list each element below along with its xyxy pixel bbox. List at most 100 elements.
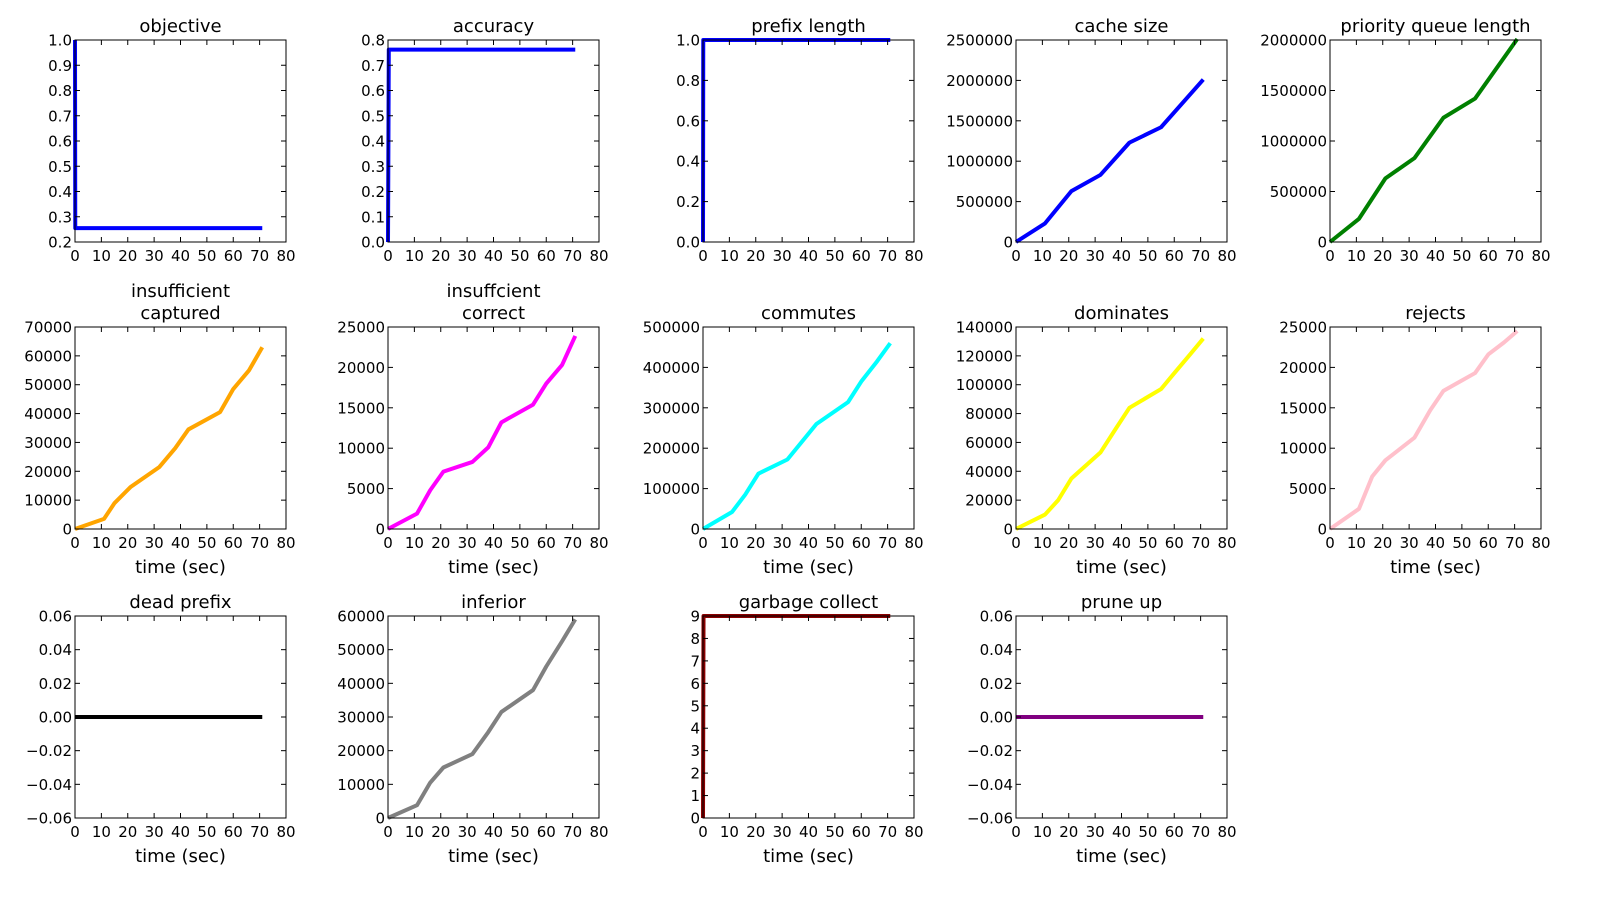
x-tick-label-11-3: 30	[458, 823, 477, 841]
y-tick-label-7-0: 0	[690, 521, 700, 539]
chart-panel-12: 0 10 20 30 40 50 60 70 80 0 1 2 3 4 5 6 7 8 9 garbage colle…	[690, 592, 923, 867]
y-tick-label-3-3: 1500000	[946, 112, 1013, 130]
y-tick-label-13-5: 0.04	[980, 641, 1013, 659]
y-tick-label-0-6: 0.8	[48, 82, 72, 100]
x-tick-label-2-4: 40	[799, 247, 818, 265]
x-tick-label-0-7: 70	[250, 247, 269, 265]
y-tick-label-10-2: −0.02	[26, 742, 72, 760]
y-tick-label-9-4: 20000	[1279, 359, 1327, 377]
axes-frame-1	[387, 39, 600, 243]
x-tick-label-1-3: 30	[458, 247, 477, 265]
y-tick-label-5-1: 10000	[24, 492, 72, 510]
x-tick-label-4-1: 10	[1347, 247, 1366, 265]
y-tick-label-1-6: 0.6	[361, 82, 385, 100]
x-tick-label-11-7: 70	[563, 823, 582, 841]
chart-panel-7: 0 10 20 30 40 50 60 70 80 0 100000 200000 300000 4000…	[643, 303, 924, 578]
x-tick-label-7-8: 80	[904, 534, 923, 552]
x-tick-label-5-7: 70	[250, 534, 269, 552]
x-tick-label-4-2: 20	[1373, 247, 1392, 265]
x-axis-label-12: time (sec)	[763, 846, 854, 867]
panel-title-10: dead prefix	[129, 592, 232, 613]
x-tick-label-2-6: 60	[852, 247, 871, 265]
x-tick-label-13-8: 80	[1217, 823, 1236, 841]
x-tick-label-2-8: 80	[904, 247, 923, 265]
x-tick-label-10-8: 80	[276, 823, 295, 841]
y-tick-label-11-4: 40000	[337, 675, 385, 693]
x-tick-label-6-3: 30	[458, 534, 477, 552]
x-tick-label-6-5: 50	[510, 534, 529, 552]
x-tick-label-11-6: 60	[537, 823, 556, 841]
y-tick-label-0-3: 0.5	[48, 158, 72, 176]
x-tick-label-12-6: 60	[852, 823, 871, 841]
panel-title-2: prefix length	[751, 16, 866, 37]
axes-frame-3	[1015, 39, 1228, 243]
x-tick-label-5-1: 10	[92, 534, 111, 552]
x-tick-label-8-1: 10	[1033, 534, 1052, 552]
x-tick-label-10-1: 10	[92, 823, 111, 841]
x-axis-label-6: time (sec)	[448, 557, 539, 578]
x-tick-label-5-5: 50	[197, 534, 216, 552]
y-tick-label-12-1: 1	[690, 787, 700, 805]
x-tick-label-1-5: 50	[510, 247, 529, 265]
y-tick-label-13-0: −0.06	[967, 810, 1013, 828]
y-tick-label-8-4: 80000	[965, 405, 1013, 423]
x-tick-label-0-3: 30	[145, 247, 164, 265]
x-tick-label-11-5: 50	[510, 823, 529, 841]
y-tick-label-2-5: 1.0	[676, 32, 700, 50]
x-tick-label-9-2: 20	[1373, 534, 1392, 552]
y-tick-label-1-8: 0.8	[361, 32, 385, 50]
y-tick-label-10-1: −0.04	[26, 776, 72, 794]
y-tick-label-10-0: −0.06	[26, 810, 72, 828]
series-line-3	[1014, 78, 1205, 244]
series-line-5	[74, 346, 264, 531]
x-tick-label-13-1: 10	[1033, 823, 1052, 841]
x-tick-label-3-0: 0	[1011, 247, 1021, 265]
x-tick-label-12-4: 40	[799, 823, 818, 841]
x-tick-label-2-5: 50	[825, 247, 844, 265]
x-tick-label-10-0: 0	[70, 823, 80, 841]
x-tick-label-10-4: 40	[171, 823, 190, 841]
y-tick-label-1-4: 0.4	[361, 133, 385, 151]
x-tick-label-11-0: 0	[383, 823, 393, 841]
x-tick-label-12-1: 10	[720, 823, 739, 841]
x-tick-label-1-7: 70	[563, 247, 582, 265]
y-tick-label-7-2: 200000	[643, 440, 700, 458]
x-tick-label-2-7: 70	[878, 247, 897, 265]
x-axis-label-11: time (sec)	[448, 846, 539, 867]
x-axis-label-10: time (sec)	[135, 846, 226, 867]
y-tick-label-3-1: 500000	[956, 193, 1013, 211]
y-tick-label-5-4: 40000	[24, 405, 72, 423]
y-tick-label-5-3: 30000	[24, 434, 72, 452]
y-tick-label-1-7: 0.7	[361, 57, 385, 75]
x-tick-label-6-1: 10	[405, 534, 424, 552]
axes-frame-2	[702, 39, 915, 243]
x-tick-label-4-5: 50	[1452, 247, 1471, 265]
y-tick-label-0-1: 0.3	[48, 208, 72, 226]
y-tick-label-0-2: 0.4	[48, 183, 72, 201]
x-tick-label-9-4: 40	[1426, 534, 1445, 552]
x-tick-label-5-4: 40	[171, 534, 190, 552]
x-tick-label-4-6: 60	[1479, 247, 1498, 265]
x-tick-label-13-5: 50	[1138, 823, 1157, 841]
y-tick-label-8-7: 140000	[956, 319, 1013, 337]
x-tick-label-4-0: 0	[1325, 247, 1335, 265]
y-tick-label-7-1: 100000	[643, 480, 700, 498]
x-tick-label-4-4: 40	[1426, 247, 1445, 265]
y-tick-label-12-7: 7	[690, 652, 700, 670]
y-tick-label-11-1: 10000	[337, 776, 385, 794]
panel-title-4: priority queue length	[1340, 16, 1530, 37]
y-tick-label-8-0: 0	[1003, 521, 1013, 539]
x-tick-label-9-1: 10	[1347, 534, 1366, 552]
y-tick-label-1-2: 0.2	[361, 183, 385, 201]
x-tick-label-8-5: 50	[1138, 534, 1157, 552]
y-tick-label-9-2: 10000	[1279, 440, 1327, 458]
x-tick-label-9-7: 70	[1505, 534, 1524, 552]
y-tick-label-0-7: 0.9	[48, 57, 72, 75]
x-tick-label-1-8: 80	[589, 247, 608, 265]
x-tick-label-0-4: 40	[171, 247, 190, 265]
x-tick-label-10-2: 20	[118, 823, 137, 841]
x-tick-label-13-7: 70	[1191, 823, 1210, 841]
y-tick-label-13-2: −0.02	[967, 742, 1013, 760]
x-tick-label-7-3: 30	[773, 534, 792, 552]
series-line-4	[1328, 37, 1519, 244]
